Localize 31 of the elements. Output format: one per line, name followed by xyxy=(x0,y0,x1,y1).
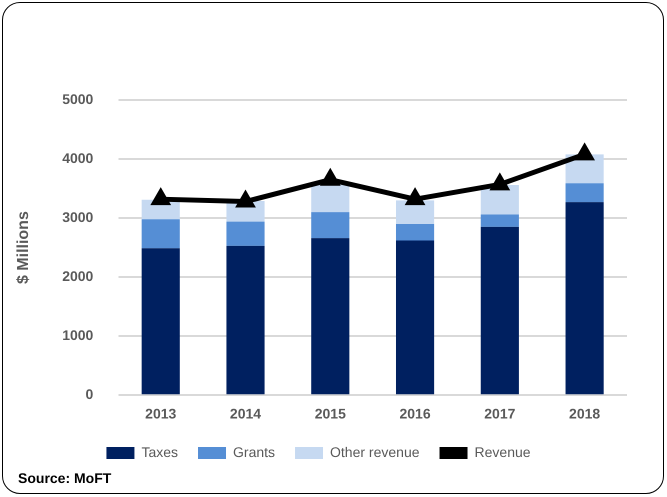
bar xyxy=(226,222,265,246)
bar xyxy=(566,183,604,202)
bar xyxy=(311,238,350,394)
x-tick-label: 2016 xyxy=(399,405,431,422)
legend-label: Other revenue xyxy=(330,444,420,460)
legend-label: Revenue xyxy=(474,444,531,460)
bar xyxy=(396,224,434,241)
y-tick-label: 2000 xyxy=(62,268,94,284)
y-tick-label: 1000 xyxy=(62,327,94,344)
bar xyxy=(142,248,180,394)
x-tick-label: 2015 xyxy=(314,405,346,422)
bar xyxy=(396,200,434,224)
source-note: Source: MoFT xyxy=(18,470,112,486)
bar xyxy=(396,240,434,394)
y-tick-label: 5000 xyxy=(62,90,94,107)
bar xyxy=(226,246,265,394)
bar xyxy=(142,219,180,248)
y-tick-label: 3000 xyxy=(62,208,94,225)
bar xyxy=(311,212,350,238)
bar xyxy=(566,202,604,394)
x-tick-label: 2014 xyxy=(230,405,262,422)
x-tick-label: 2018 xyxy=(569,405,600,422)
legend-label: Grants xyxy=(233,444,276,460)
bar xyxy=(480,214,519,227)
x-tick-label: 2013 xyxy=(145,405,177,422)
bar xyxy=(480,226,519,394)
y-tick-label: 4000 xyxy=(62,150,94,166)
y-axis-title: $ Millions xyxy=(15,211,32,284)
y-tick-label: 0 xyxy=(86,386,94,402)
legend-label: Taxes xyxy=(141,444,178,460)
x-tick-label: 2017 xyxy=(484,405,516,422)
